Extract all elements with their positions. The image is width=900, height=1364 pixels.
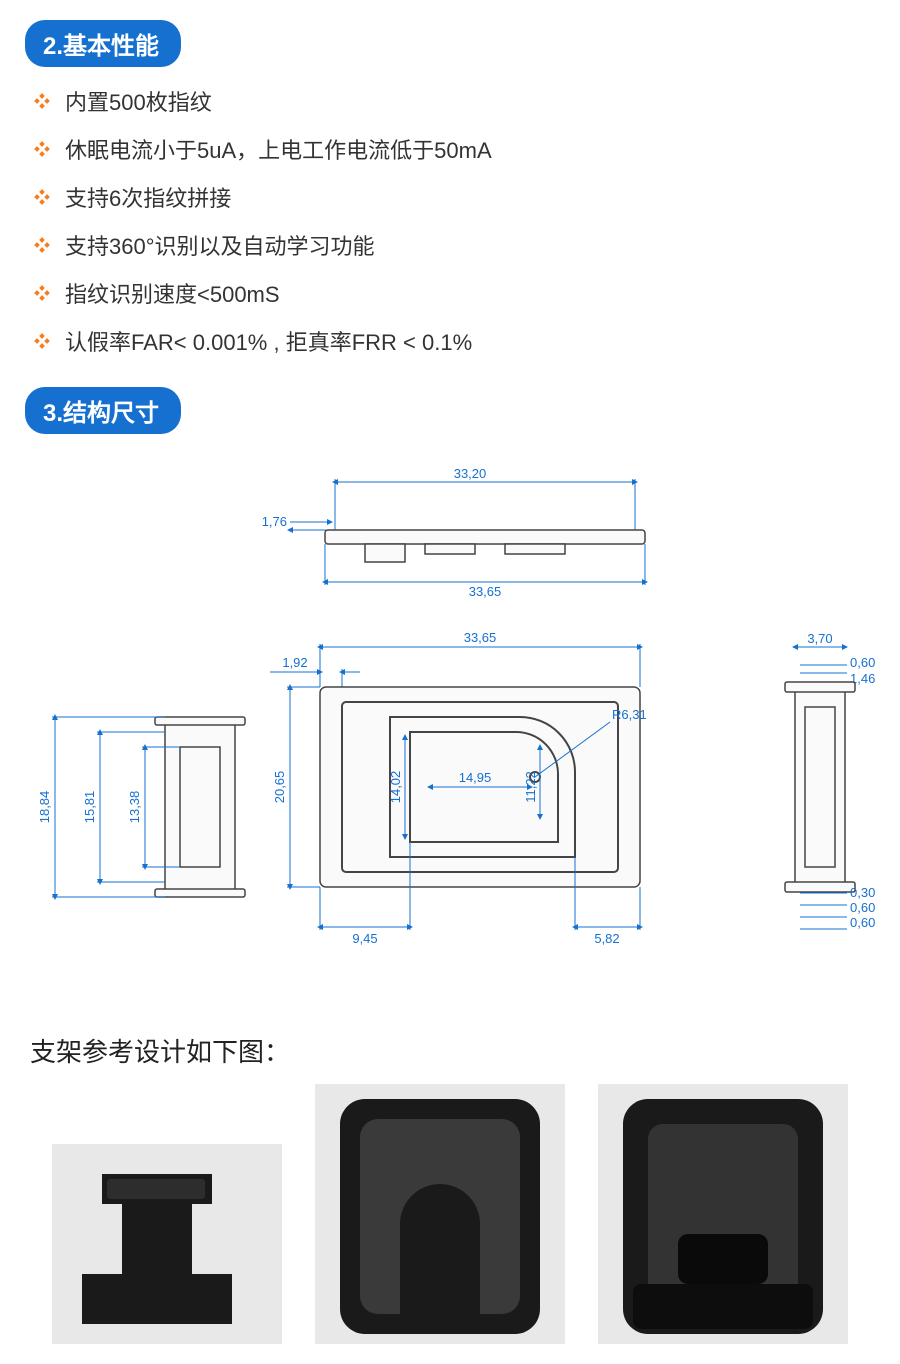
list-item: 认假率FAR< 0.001% , 拒真率FRR < 0.1%: [33, 325, 875, 357]
svg-text:R6,31: R6,31: [612, 707, 647, 722]
svg-text:0,60: 0,60: [850, 915, 875, 930]
diamond-bullet-icon: [33, 332, 51, 350]
svg-text:11,22: 11,22: [523, 771, 538, 803]
diamond-bullet-icon: [33, 188, 51, 206]
front-view: 33,65 1,92 R6,31 14,95 11,22 14,02 20,65: [270, 630, 647, 946]
list-item: 支持360°识别以及自动学习功能: [33, 229, 875, 261]
svg-text:1,92: 1,92: [282, 655, 307, 670]
svg-text:33,65: 33,65: [464, 630, 497, 645]
svg-text:33,20: 33,20: [454, 466, 487, 481]
list-item-text: 内置500枚指纹: [65, 85, 212, 117]
svg-text:13,38: 13,38: [127, 791, 142, 824]
diamond-bullet-icon: [33, 92, 51, 110]
svg-text:15,81: 15,81: [82, 791, 97, 824]
list-item: 内置500枚指纹: [33, 85, 875, 117]
svg-text:18,84: 18,84: [37, 791, 52, 824]
bracket-photos: [25, 1084, 875, 1344]
list-item-text: 指纹识别速度<500mS: [65, 277, 280, 309]
section-header-performance: 2.基本性能: [25, 20, 181, 67]
section-header-dimensions: 3.结构尺寸: [25, 387, 181, 434]
list-item-text: 支持360°识别以及自动学习功能: [65, 229, 375, 261]
list-item-text: 支持6次指纹拼接: [65, 181, 231, 213]
svg-text:0,60: 0,60: [850, 655, 875, 670]
svg-text:5,82: 5,82: [594, 931, 619, 946]
svg-text:1,76: 1,76: [262, 514, 287, 529]
list-item-text: 认假率FAR< 0.001% , 拒真率FRR < 0.1%: [65, 325, 472, 357]
list-item-text: 休眠电流小于5uA，上电工作电流低于50mA: [65, 133, 492, 165]
bracket-photo-1: [52, 1144, 282, 1344]
bracket-photo-2: [315, 1084, 565, 1344]
list-item: 休眠电流小于5uA，上电工作电流低于50mA: [33, 133, 875, 165]
left-view: 18,84 15,81 13,38: [37, 717, 245, 897]
svg-text:9,45: 9,45: [352, 931, 377, 946]
svg-text:0,30: 0,30: [850, 885, 875, 900]
svg-text:20,65: 20,65: [272, 771, 287, 804]
svg-text:14,95: 14,95: [459, 770, 492, 785]
diamond-bullet-icon: [33, 140, 51, 158]
svg-text:33,65: 33,65: [469, 584, 502, 599]
svg-text:14,02: 14,02: [388, 771, 403, 804]
right-view: 3,70 0,60 1,46 0,30 0,60 0,60: [785, 631, 875, 930]
bracket-photo-3: [598, 1084, 848, 1344]
svg-text:0,60: 0,60: [850, 900, 875, 915]
svg-text:3,70: 3,70: [807, 631, 832, 646]
diamond-bullet-icon: [33, 236, 51, 254]
bracket-subheading: 支架参考设计如下图：: [30, 1032, 875, 1069]
dimensions-diagram: 33,20 1,76 33,65 18,84 15,81 13,38: [25, 452, 875, 1012]
list-item: 支持6次指纹拼接: [33, 181, 875, 213]
list-item: 指纹识别速度<500mS: [33, 277, 875, 309]
top-view: 33,20 1,76 33,65: [262, 466, 645, 599]
diamond-bullet-icon: [33, 284, 51, 302]
performance-list: 内置500枚指纹 休眠电流小于5uA，上电工作电流低于50mA 支持6次指纹拼接…: [25, 85, 875, 357]
